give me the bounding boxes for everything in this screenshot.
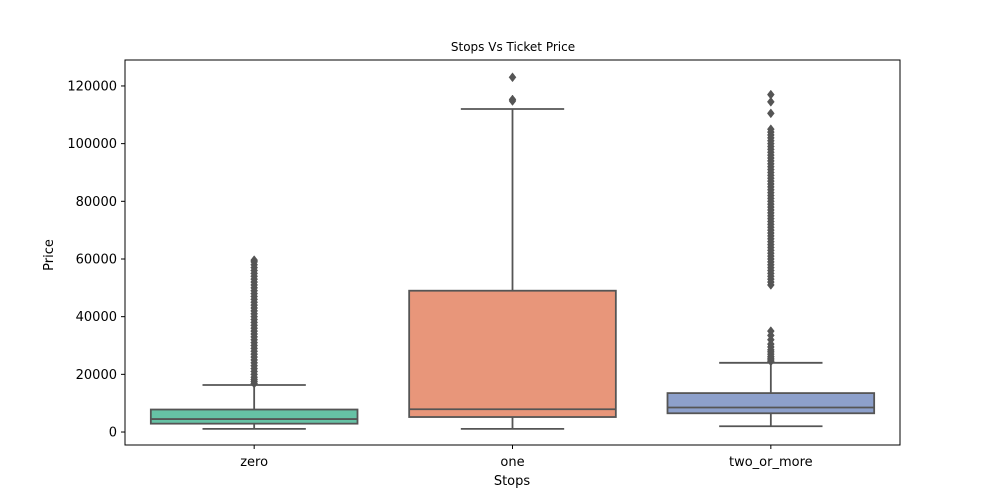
box-zero	[149, 255, 359, 430]
outlier-point	[508, 94, 517, 105]
outlier-point	[508, 72, 517, 83]
box-one	[408, 72, 617, 430]
iqr-box	[408, 289, 617, 418]
y-tick-label: 20000	[76, 368, 117, 383]
chart-title: Stops Vs Ticket Price	[451, 40, 575, 54]
outlier-point	[250, 255, 258, 266]
y-tick-label: 60000	[76, 252, 117, 267]
box-two_or_more	[666, 89, 876, 428]
x-axis: zero one two_or_more	[240, 445, 813, 470]
outlier-point	[767, 326, 775, 336]
x-axis-label: Stops	[494, 474, 531, 489]
iqr-box	[149, 408, 359, 425]
y-tick-label: 100000	[67, 137, 117, 152]
y-axis-label: Price	[42, 239, 57, 271]
outlier-point	[767, 108, 775, 119]
outlier-point	[767, 124, 775, 135]
plot-area	[149, 72, 876, 430]
y-tick-label: 80000	[76, 195, 117, 210]
iqr-box	[666, 392, 876, 415]
y-axis: 0 20000 40000 60000 80000 100000 120000	[67, 79, 125, 441]
outlier-point	[767, 89, 775, 100]
x-tick-label: zero	[240, 455, 268, 470]
x-tick-label: one	[500, 455, 524, 470]
y-tick-label: 40000	[76, 310, 117, 325]
outlier-point	[767, 96, 775, 107]
x-tick-label: two_or_more	[729, 455, 813, 470]
y-tick-label: 0	[109, 426, 117, 441]
y-tick-label: 120000	[67, 79, 117, 94]
